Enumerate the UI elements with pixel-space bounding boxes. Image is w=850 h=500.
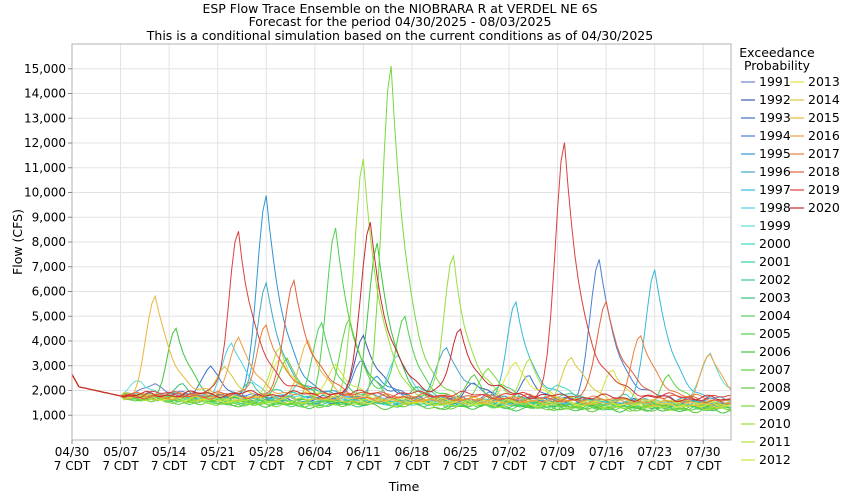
- x-tick-label-time: 7 CDT: [297, 459, 334, 473]
- y-tick-label: 1,000: [32, 408, 66, 422]
- x-tick-label-time: 7 CDT: [248, 459, 285, 473]
- x-tick-label-date: 07/23: [637, 445, 672, 459]
- x-tick-label-time: 7 CDT: [102, 459, 139, 473]
- x-tick-label-time: 7 CDT: [151, 459, 188, 473]
- legend-entry-1993: 1993: [759, 110, 791, 125]
- x-tick-label-time: 7 CDT: [636, 459, 673, 473]
- series-line-2011: [71, 346, 732, 411]
- legend-entry-2002: 2002: [759, 272, 791, 287]
- chart-subtitle-line-3: This is a conditional simulation based o…: [146, 28, 653, 43]
- x-tick-label-time: 7 CDT: [442, 459, 479, 473]
- legend-entry-2020: 2020: [808, 200, 840, 215]
- series-line-2013: [71, 359, 732, 408]
- x-tick-label-date: 06/18: [395, 445, 430, 459]
- legend-entry-1992: 1992: [759, 92, 791, 107]
- legend-entry-1995: 1995: [759, 146, 791, 161]
- series-line-2019: [71, 142, 732, 402]
- x-tick-label-time: 7 CDT: [394, 459, 431, 473]
- legend-entry-2011: 2011: [759, 434, 791, 449]
- legend: Exceedance Probability 1991 1992 1993 1994 1…: [739, 45, 840, 467]
- y-axis-ticks: 1,000 2,000 3,000 4,000 5,000 6,000 7,000 8,000…: [24, 62, 72, 422]
- chart-subtitle-line-2: Forecast for the period 04/30/2025 - 08/…: [249, 14, 552, 29]
- y-tick-label: 11,000: [24, 161, 66, 175]
- legend-entry-2007: 2007: [759, 362, 791, 377]
- x-tick-label-date: 06/25: [443, 445, 478, 459]
- x-tick-label-date: 05/07: [103, 445, 138, 459]
- legend-entry-2016: 2016: [808, 128, 840, 143]
- x-tick-label-date: 05/14: [152, 445, 187, 459]
- legend-entry-2001: 2001: [759, 254, 791, 269]
- y-tick-label: 15,000: [24, 62, 66, 76]
- x-tick-label-time: 7 CDT: [199, 459, 236, 473]
- x-tick-label-date: 07/02: [492, 445, 527, 459]
- x-tick-label-date: 04/30: [55, 445, 90, 459]
- legend-entry-1997: 1997: [759, 182, 791, 197]
- x-tick-label-date: 07/30: [686, 445, 721, 459]
- legend-entry-2005: 2005: [759, 326, 791, 341]
- legend-entry-1991: 1991: [759, 74, 791, 89]
- x-tick-label-date: 06/04: [297, 445, 332, 459]
- y-axis-title: Flow (CFS): [10, 209, 25, 275]
- legend-entry-1999: 1999: [759, 218, 791, 233]
- y-tick-label: 4,000: [32, 334, 66, 348]
- legend-entry-1994: 1994: [759, 128, 791, 143]
- series-line-2016: [71, 336, 732, 405]
- x-tick-label-time: 7 CDT: [345, 459, 382, 473]
- y-tick-label: 8,000: [32, 235, 66, 249]
- y-tick-label: 2,000: [32, 384, 66, 398]
- legend-entry-2012: 2012: [759, 452, 791, 467]
- legend-entry-2014: 2014: [808, 92, 840, 107]
- legend-entry-2015: 2015: [808, 110, 840, 125]
- y-tick-label: 7,000: [32, 260, 66, 274]
- y-tick-label: 5,000: [32, 309, 66, 323]
- x-tick-label-time: 7 CDT: [54, 459, 91, 473]
- y-tick-label: 3,000: [32, 359, 66, 373]
- legend-entry-1996: 1996: [759, 164, 791, 179]
- y-tick-label: 13,000: [24, 111, 66, 125]
- legend-entry-2003: 2003: [759, 290, 791, 305]
- legend-entry-2006: 2006: [759, 344, 791, 359]
- legend-entry-2017: 2017: [808, 146, 840, 161]
- legend-entry-2010: 2010: [759, 416, 791, 431]
- chart-title: ESP Flow Trace Ensemble on the NIOBRARA …: [146, 1, 653, 43]
- legend-entry-2008: 2008: [759, 380, 791, 395]
- legend-entry-2009: 2009: [759, 398, 791, 413]
- legend-title-line-2: Probability: [744, 58, 811, 73]
- x-tick-label-date: 05/21: [200, 445, 235, 459]
- series-line-2020: [71, 222, 732, 403]
- x-tick-label-date: 06/11: [346, 445, 381, 459]
- x-tick-label-time: 7 CDT: [539, 459, 576, 473]
- legend-entry-2004: 2004: [759, 308, 791, 323]
- chart-title-line-1: ESP Flow Trace Ensemble on the NIOBRARA …: [202, 1, 597, 16]
- legend-entry-2013: 2013: [808, 74, 840, 89]
- y-tick-label: 12,000: [24, 136, 66, 150]
- x-tick-label-time: 7 CDT: [588, 459, 625, 473]
- legend-entry-2018: 2018: [808, 164, 840, 179]
- legend-entry-1998: 1998: [759, 200, 791, 215]
- y-tick-label: 6,000: [32, 285, 66, 299]
- x-axis-title: Time: [388, 479, 420, 494]
- legend-entry-2000: 2000: [759, 236, 791, 251]
- x-tick-label-date: 05/28: [249, 445, 284, 459]
- series-lines: [71, 65, 732, 414]
- x-tick-label-date: 07/09: [540, 445, 575, 459]
- x-tick-label-time: 7 CDT: [491, 459, 528, 473]
- grid: [71, 44, 731, 440]
- y-tick-label: 9,000: [32, 210, 66, 224]
- legend-title-line-1: Exceedance: [739, 45, 815, 60]
- x-tick-label-time: 7 CDT: [685, 459, 722, 473]
- y-tick-label: 14,000: [24, 87, 66, 101]
- x-tick-label-date: 07/16: [589, 445, 624, 459]
- y-tick-label: 10,000: [24, 186, 66, 200]
- legend-entry-2019: 2019: [808, 182, 840, 197]
- series-line-2015: [71, 294, 732, 407]
